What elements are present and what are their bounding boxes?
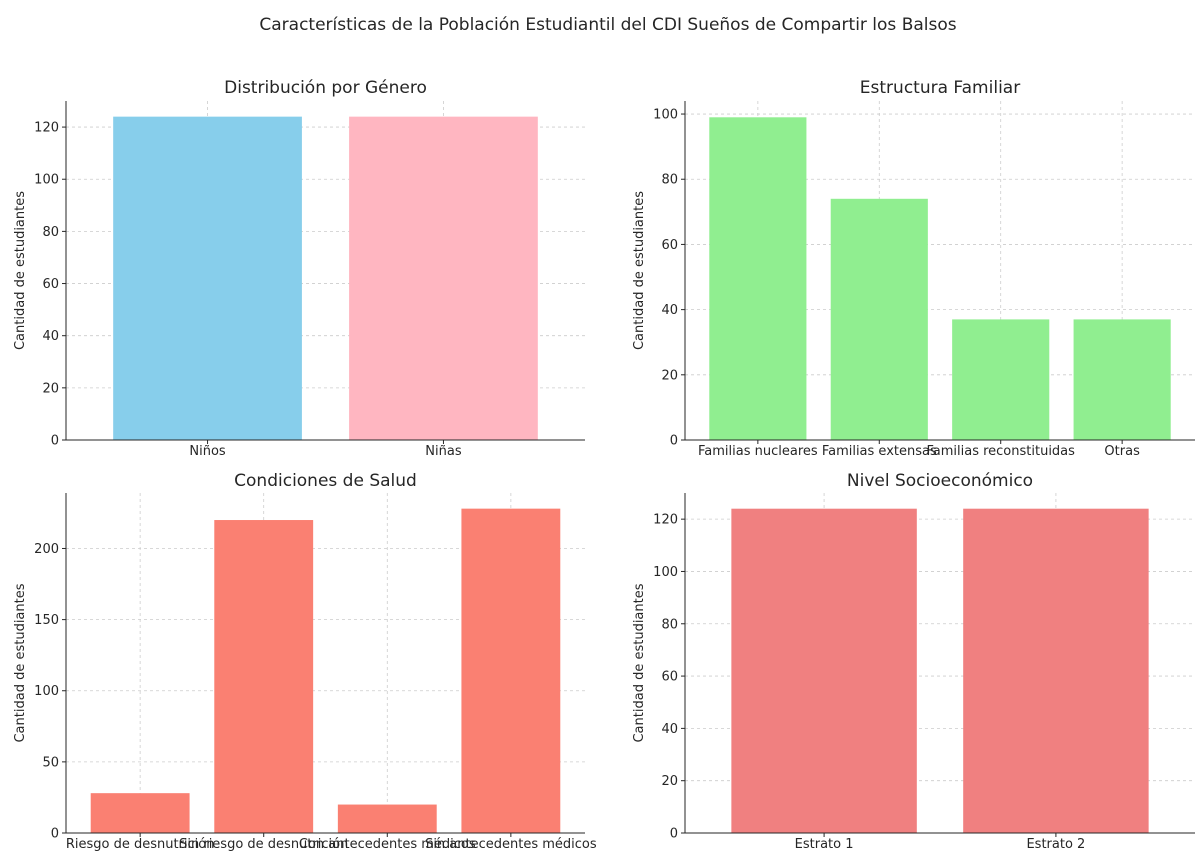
figure-title: Características de la Población Estudian…: [259, 15, 956, 35]
y-tick-label: 0: [51, 434, 59, 449]
y-tick-label: 0: [51, 827, 59, 842]
y-tick-label: 40: [661, 722, 678, 737]
y-axis-label: Cantidad de estudiantes: [632, 583, 647, 742]
y-tick-label: 40: [661, 303, 678, 318]
bar: [90, 793, 190, 833]
bar: [709, 117, 807, 440]
y-tick-label: 0: [670, 827, 678, 842]
family-chart-panel: Estructura Familiar Cantidad de estudiant…: [632, 78, 1195, 459]
y-tick-label: 20: [661, 774, 678, 789]
bar: [1073, 319, 1171, 440]
y-tick-label: 60: [661, 238, 678, 253]
x-tick-label: Sin antecedentes médicos: [425, 837, 597, 852]
y-axis-label: Cantidad de estudiantes: [13, 583, 28, 742]
chart-title: Distribución por Género: [224, 78, 427, 98]
x-tick-label: Familias extensas: [822, 444, 937, 459]
y-tick-label: 100: [653, 565, 678, 580]
x-tick-label: Riesgo de desnutrición: [66, 837, 215, 852]
bar: [731, 508, 917, 833]
x-tick-label: Niños: [189, 444, 226, 459]
y-tick-label: 20: [42, 381, 59, 396]
y-tick-label: 80: [661, 173, 678, 188]
x-tick-label: Otras: [1104, 444, 1140, 459]
bar: [830, 198, 928, 440]
x-tick-label: Estrato 2: [1026, 837, 1085, 852]
chart-title: Estructura Familiar: [860, 78, 1020, 98]
y-tick-label: 0: [670, 434, 678, 449]
y-axis-label: Cantidad de estudiantes: [632, 191, 647, 350]
y-tick-label: 80: [42, 225, 59, 240]
y-tick-label: 60: [42, 277, 59, 292]
x-tick-label: Estrato 1: [795, 837, 854, 852]
bar: [461, 508, 561, 833]
health-chart-panel: Condiciones de Salud Cantidad de estudian…: [13, 471, 597, 852]
chart-title: Nivel Socioeconómico: [847, 471, 1033, 491]
y-tick-label: 80: [661, 617, 678, 632]
bar: [349, 116, 538, 441]
gender-chart-panel: Distribución por Género Cantidad de estud…: [13, 78, 585, 459]
x-tick-label: Familias reconstituidas: [926, 444, 1075, 459]
socioeconomic-chart-panel: Nivel Socioeconómico Cantidad de estudian…: [632, 471, 1195, 852]
bar: [113, 116, 302, 441]
y-axis-label: Cantidad de estudiantes: [13, 191, 28, 350]
y-tick-label: 40: [42, 329, 59, 344]
x-tick-label: Niñas: [425, 444, 462, 459]
y-tick-label: 60: [661, 670, 678, 685]
y-tick-label: 120: [34, 121, 59, 136]
y-tick-label: 50: [42, 755, 59, 770]
bar: [214, 520, 314, 833]
y-tick-label: 100: [653, 108, 678, 123]
bar: [952, 319, 1050, 440]
y-tick-label: 120: [653, 513, 678, 528]
y-tick-label: 200: [34, 542, 59, 557]
x-tick-label: Sin riesgo de desnutrición: [179, 837, 348, 852]
y-tick-label: 150: [34, 613, 59, 628]
y-tick-label: 20: [661, 368, 678, 383]
y-tick-label: 100: [34, 173, 59, 188]
chart-title: Condiciones de Salud: [234, 471, 417, 491]
x-tick-label: Con antecedentes médicos: [299, 837, 476, 852]
bar: [337, 804, 437, 833]
y-tick-label: 100: [34, 684, 59, 699]
x-tick-label: Familias nucleares: [698, 444, 818, 459]
bar: [963, 508, 1149, 833]
